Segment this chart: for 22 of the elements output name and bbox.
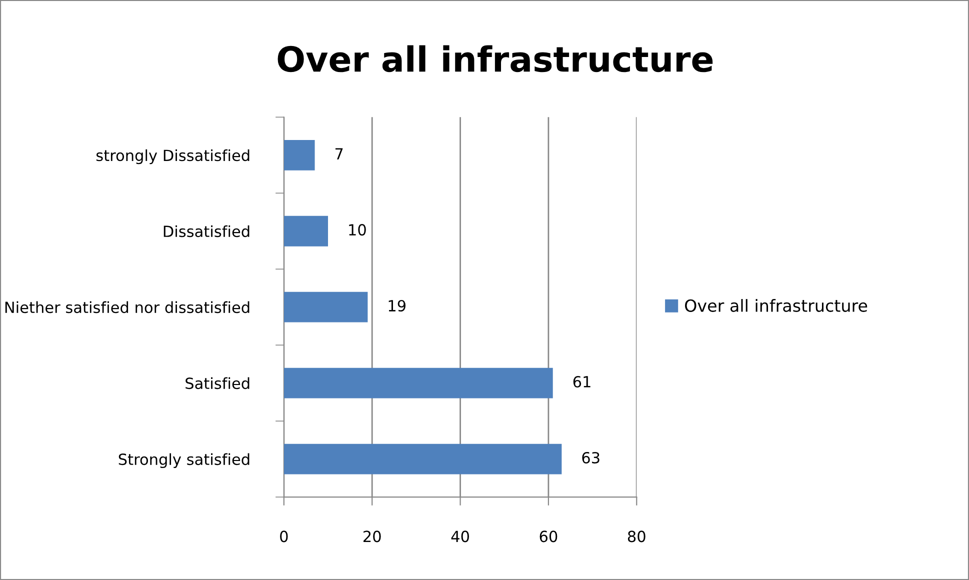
- y-tick-label: Dissatisfied: [164, 225, 250, 238]
- data-label: 63: [582, 452, 600, 464]
- chart-title: Over all infrastructure: [278, 45, 713, 72]
- x-tick-label: 20: [363, 530, 381, 542]
- x-tick-label: 0: [280, 530, 288, 542]
- data-label: 10: [349, 224, 366, 236]
- data-label: 7: [335, 148, 343, 160]
- x-tick-label: 80: [628, 530, 646, 542]
- x-tick-label: 60: [540, 530, 558, 542]
- bar: [284, 292, 368, 322]
- data-label: 19: [388, 300, 406, 312]
- bar: [284, 444, 562, 474]
- bar: [284, 140, 315, 170]
- data-label: 61: [573, 376, 590, 388]
- y-tick-label: Strongly satisfied: [118, 453, 250, 468]
- y-tick-label: Niether satisfied nor dissatisfied: [5, 301, 250, 314]
- y-tick-label: Satisfied: [186, 377, 250, 390]
- bar: [284, 368, 553, 398]
- x-tick-label: 40: [451, 530, 469, 542]
- bar: [284, 216, 328, 246]
- legend-label: Over all infrastructure: [685, 299, 868, 312]
- y-tick-label: strongly Dissatisfied: [96, 149, 250, 164]
